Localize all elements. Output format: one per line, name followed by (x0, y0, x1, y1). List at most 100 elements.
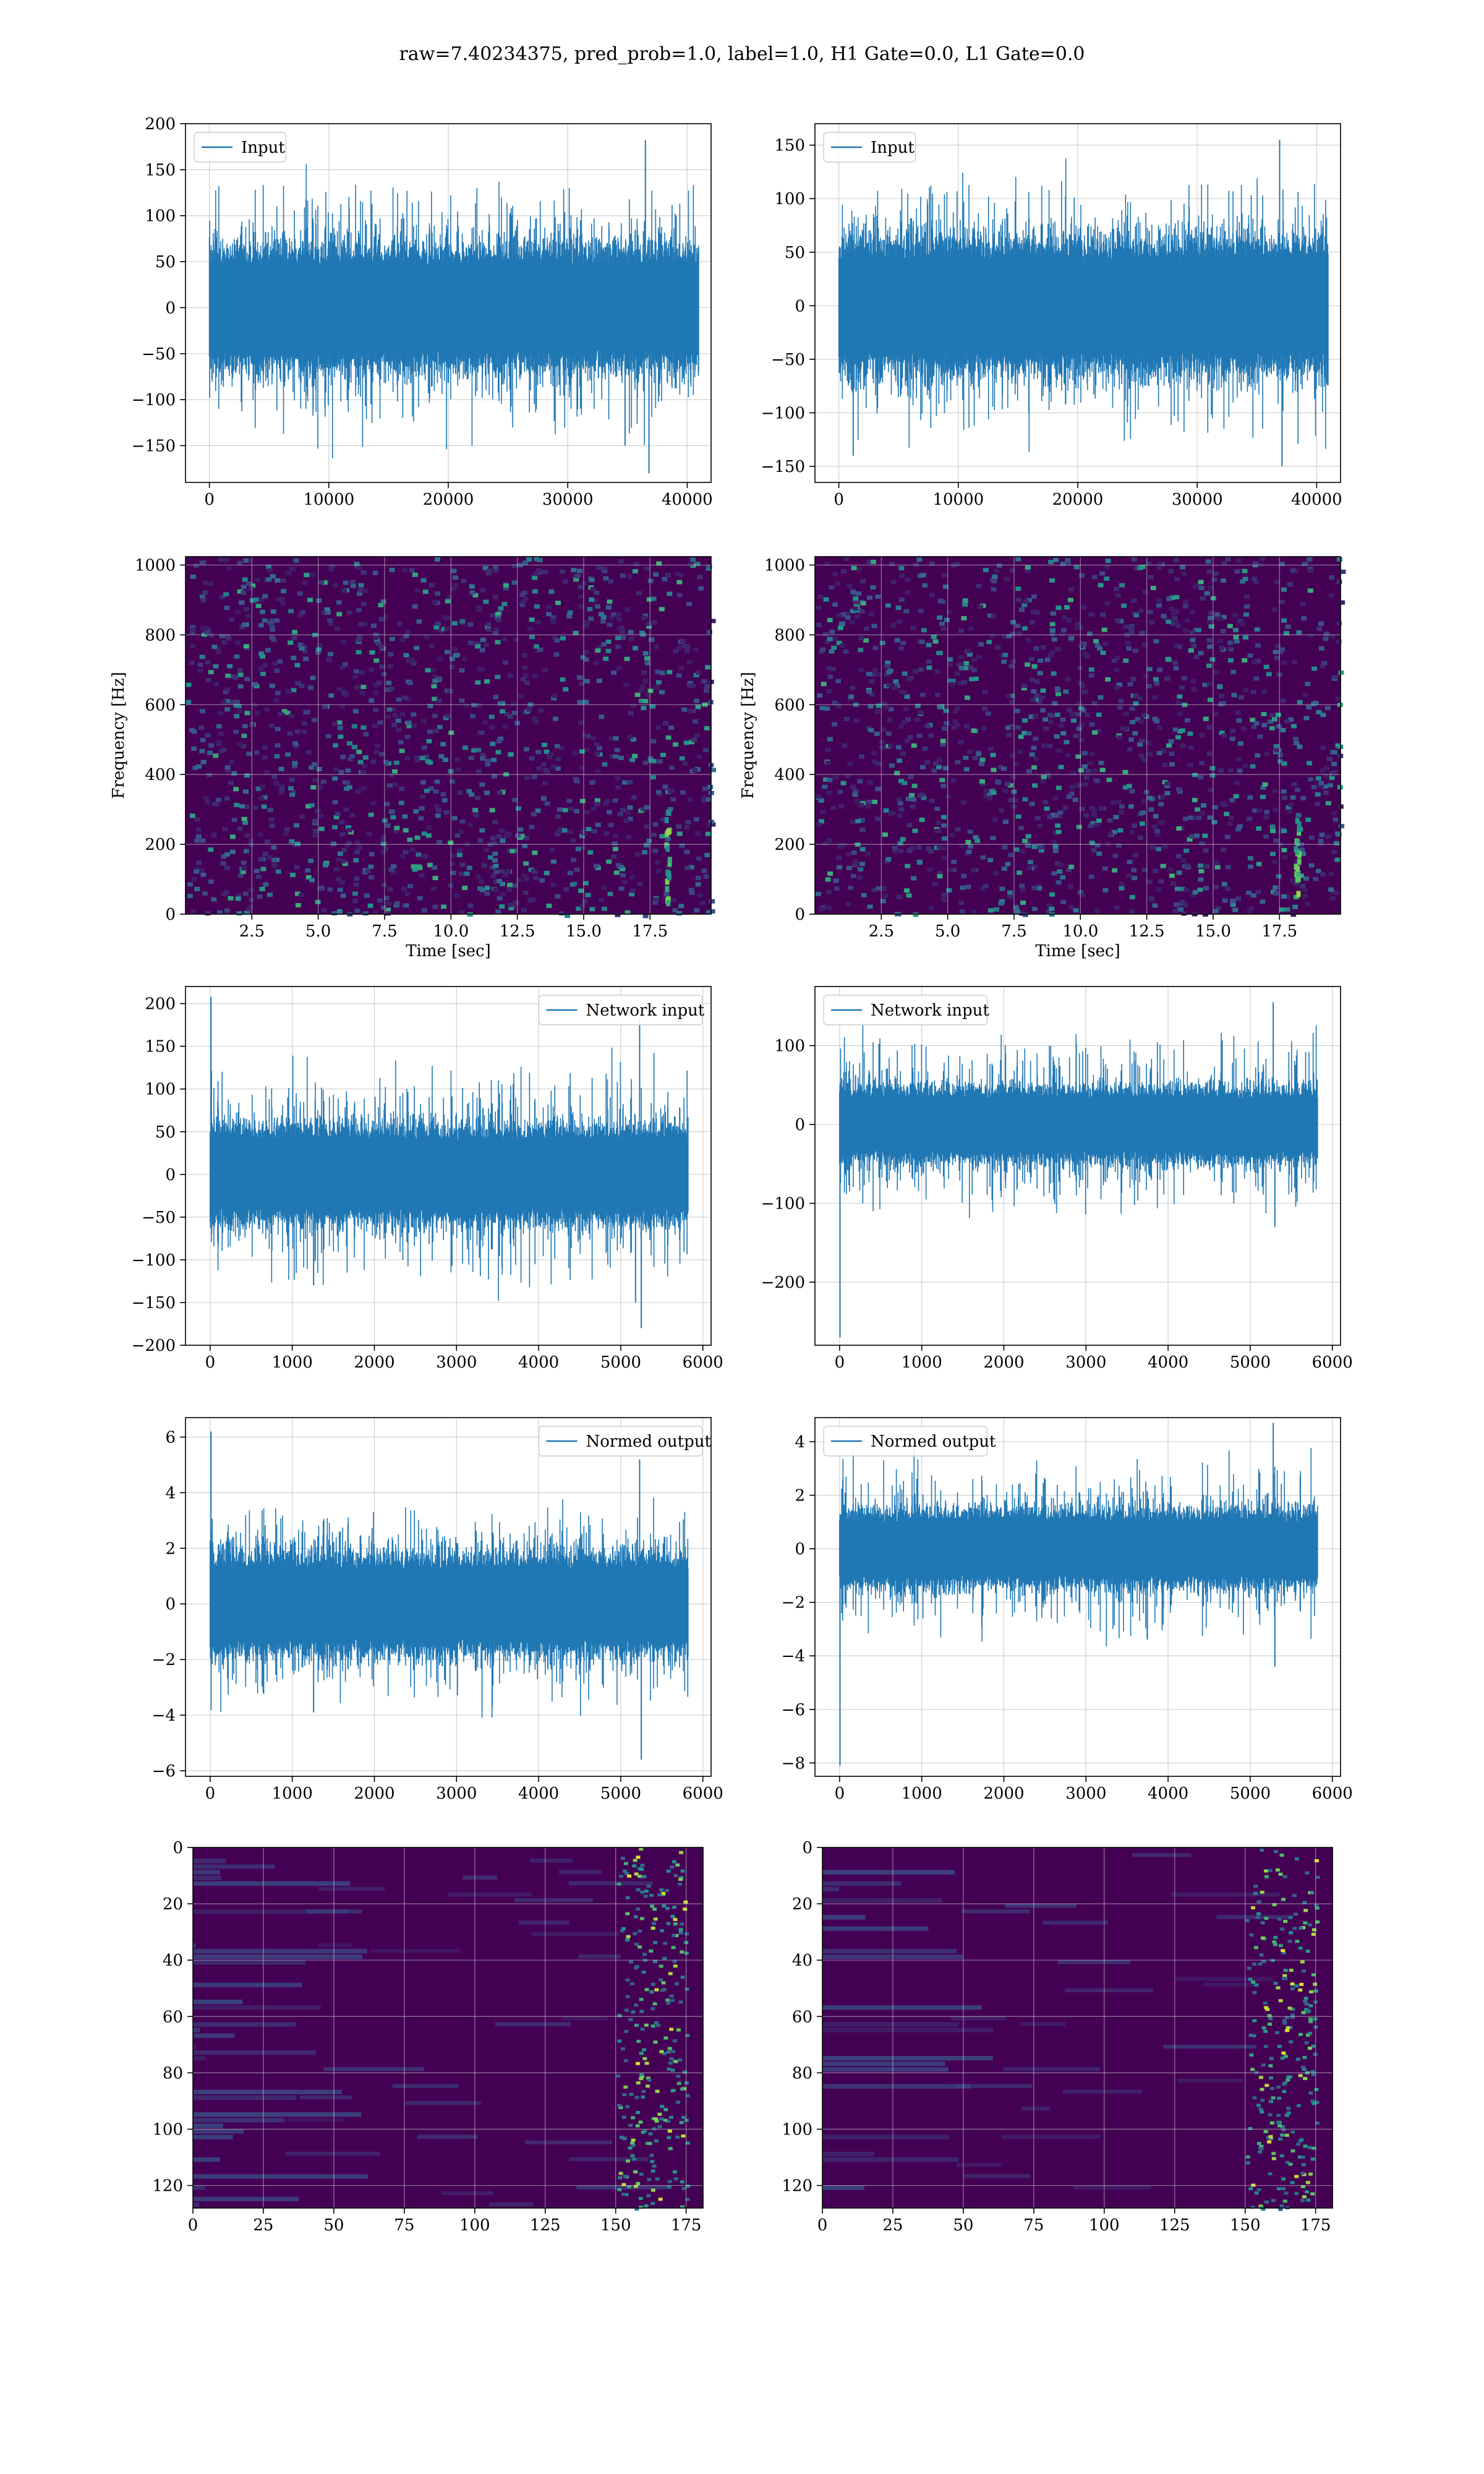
spectrogram-h1-heatmap-cell (531, 716, 537, 721)
spectrogram-h1-heatmap-cell (421, 745, 427, 750)
spectrogram-h1-heatmap-cell (581, 831, 587, 836)
feature-map-l1-feature-cell (1300, 2185, 1305, 2188)
spectrogram-h1-heatmap-cell (275, 743, 281, 748)
spectrogram-l1-heatmap-cell (1091, 808, 1097, 813)
spectrogram-h1-heatmap-cell (321, 610, 327, 615)
spectrogram-h1-heatmap-cell (407, 680, 413, 685)
spectrogram-l1-heatmap-cell (883, 894, 889, 899)
spectrogram-h1-heatmap-cell (190, 909, 197, 914)
spectrogram-h1-heatmap-cell (414, 755, 420, 760)
spectrogram-h1-heatmap-cell (372, 724, 378, 729)
spectrogram-h1-heatmap-cell (445, 713, 451, 718)
spectrogram-h1-heatmap-cell (385, 714, 391, 719)
spectrogram-h1-heatmap-cell (644, 661, 650, 666)
spectrogram-l1-heatmap-cell (907, 735, 913, 740)
feature-map-l1-feature-cell (1299, 1982, 1304, 1986)
feature-map-l1-feature-cell (1302, 2195, 1307, 2199)
normed-output-l1-xtick-label: 2000 (983, 1784, 1024, 1803)
spectrogram-h1-heatmap-cell (629, 892, 635, 897)
spectrogram-h1-heatmap-cell (211, 833, 217, 838)
spectrogram-l1-heatmap-cell (993, 871, 999, 876)
spectrogram-h1-heatmap-cell (208, 847, 214, 852)
feature-map-h1-feature-cell (640, 2027, 645, 2031)
spectrogram-h1-heatmap-cell (197, 668, 203, 673)
spectrogram-h1-heatmap-cell (484, 886, 490, 891)
spectrogram-l1-heatmap-cell (927, 867, 933, 872)
spectrogram-l1-heatmap-cell (1280, 698, 1286, 703)
spectrogram-l1-heatmap-cell (1015, 623, 1021, 628)
spectrogram-l1-heatmap-cell (1197, 888, 1203, 892)
spectrogram-h1-heatmap-cell (546, 903, 552, 908)
spectrogram-l1-heatmap-cell (1187, 763, 1193, 768)
normed-output-h1-legend: Normed output (538, 1426, 712, 1457)
spectrogram-h1-heatmap-cell (429, 583, 435, 588)
spectrogram-l1-heatmap-cell (1054, 686, 1060, 691)
spectrogram-h1-heatmap-cell (544, 801, 550, 806)
spectrogram-l1-heatmap-cell (1046, 774, 1052, 779)
spectrogram-h1-heatmap-cell (379, 664, 385, 669)
spectrogram-h1-heatmap-cell (581, 581, 587, 586)
spectrogram-h1-heatmap-cell (655, 868, 662, 873)
spectrogram-h1-heatmap-cell (286, 571, 292, 576)
spectrogram-l1-heatmap-cell (1334, 857, 1341, 862)
spectrogram-l1-heatmap-cell (1219, 730, 1225, 735)
spectrogram-h1-heatmap-cell (684, 849, 690, 854)
feature-map-h1-feature-cell (641, 1971, 646, 1974)
feature-map-l1-frame (822, 1847, 1333, 2209)
spectrogram-l1-heatmap-cell (1172, 909, 1178, 914)
spectrogram-l1-heatmap-cell (1020, 888, 1026, 892)
spectrogram-h1-heatmap-cell (243, 558, 249, 563)
spectrogram-l1-heatmap-cell (1152, 824, 1158, 829)
feature-map-l1-feature-cell (1252, 2019, 1257, 2022)
spectrogram-h1-heatmap-cell (299, 814, 305, 819)
spectrogram-h1-heatmap (186, 557, 717, 918)
spectrogram-h1-heatmap-cell (378, 602, 384, 607)
spectrogram-l1-heatmap-cell (831, 645, 837, 650)
spectrogram-h1-heatmap-cell (399, 637, 406, 642)
spectrogram-h1-heatmap-cell (233, 729, 239, 734)
feature-map-h1-feature-cell (622, 2093, 627, 2097)
spectrogram-h1-heatmap-cell (242, 891, 249, 896)
feature-map-h1-feature-cell (642, 2057, 647, 2060)
spectrogram-l1-heatmap-cell (1281, 618, 1287, 623)
spectrogram-h1-heatmap-cell (639, 688, 645, 693)
spectrogram-l1-heatmap-cell (1328, 871, 1334, 876)
spectrogram-l1-heatmap-cell (1044, 657, 1051, 662)
feature-map-h1-feature-cell (636, 2181, 641, 2185)
spectrogram-l1-heatmap-cell (983, 788, 989, 793)
spectrogram-l1-heatmap-cell (1263, 834, 1269, 839)
spectrogram-l1-heatmap-cell (1169, 762, 1175, 767)
spectrogram-h1-heatmap-cell (471, 703, 477, 708)
spectrogram-h1-heatmap-cell (435, 621, 441, 626)
spectrogram-h1-heatmap-cell (277, 659, 283, 664)
feature-map-l1-feature-cell (1305, 1950, 1310, 1953)
spectrogram-h1-heatmap-cell (244, 773, 250, 778)
feature-map-h1-row-streak (193, 2095, 296, 2100)
spectrogram-h1-heatmap-cell (678, 904, 684, 909)
spectrogram-h1-heatmap-cell (254, 868, 260, 873)
spectrogram-l1-heatmap-cell (876, 886, 882, 891)
spectrogram-h1-heatmap-cell (328, 567, 335, 572)
spectrogram-h1-heatmap-cell (560, 677, 566, 682)
spectrogram-l1-heatmap-cell (1076, 824, 1082, 829)
feature-map-l1-row-streak (955, 2084, 1033, 2088)
spectrogram-h1-heatmap-cell (262, 662, 268, 667)
spectrogram-l1-heatmap-cell (1023, 599, 1029, 604)
feature-map-h1-row-streak (193, 1881, 351, 1886)
spectrogram-h1-heatmap-cell (438, 754, 445, 759)
spectrogram-l1-heatmap-cell (1151, 695, 1158, 700)
feature-map-h1-row-streak (193, 2134, 233, 2139)
feature-map-l1-row-streak (822, 2056, 993, 2061)
spectrogram-h1-heatmap-cell (647, 578, 654, 583)
spectrogram-l1-heatmap-cell (1156, 726, 1162, 730)
feature-map-l1-feature-cell (1248, 2187, 1253, 2191)
feature-map-h1-feature-cell (670, 1914, 675, 1918)
spectrogram-h1-heatmap-cell (194, 563, 200, 568)
spectrogram-l1-heatmap-cell (1065, 753, 1071, 758)
spectrogram-l1-heatmap-cell (827, 674, 834, 679)
spectrogram-h1-heatmap-cell (269, 635, 275, 640)
spectrogram-l1-heatmap-cell (1111, 659, 1117, 664)
spectrogram-l1-heatmap-cell (1251, 725, 1257, 730)
spectrogram-l1-heatmap-cell (1273, 838, 1279, 843)
feature-map-h1-xtick-label: 50 (323, 2216, 344, 2235)
